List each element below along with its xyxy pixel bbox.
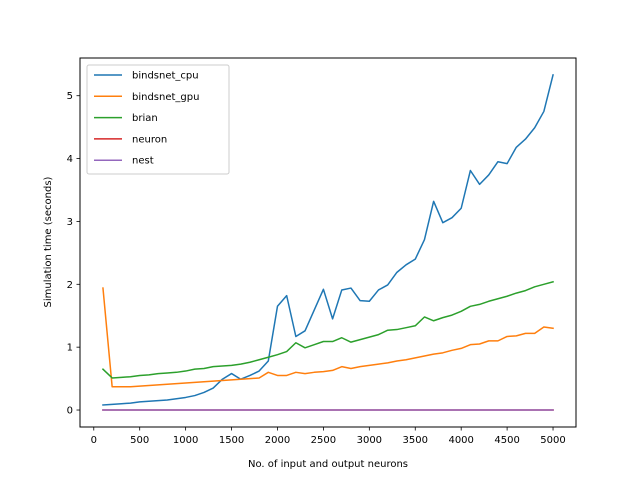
legend-label-brian: brian <box>132 113 158 124</box>
x-tick-label: 500 <box>130 435 149 446</box>
y-tick-label: 0 <box>67 406 73 417</box>
x-tick-label: 4000 <box>448 435 473 446</box>
plot-frame <box>79 57 577 428</box>
legend-box <box>86 64 230 175</box>
x-tick-label: 1500 <box>219 435 244 446</box>
x-tick-label: 3000 <box>357 435 382 446</box>
y-tick-label: 2 <box>67 280 73 291</box>
x-tick-label: 1000 <box>173 435 198 446</box>
x-tick-label: 4500 <box>494 435 519 446</box>
x-tick-label: 2000 <box>265 435 290 446</box>
legend-label-bindsnet-cpu: bindsnet_cpu <box>132 71 199 82</box>
y-tick-label: 1 <box>67 343 73 354</box>
y-tick-label: 4 <box>67 154 73 165</box>
legend-label-bindsnet-gpu: bindsnet_gpu <box>132 92 199 103</box>
x-tick-label: 2500 <box>311 435 336 446</box>
legend-label-nest: nest <box>132 156 154 167</box>
y-axis-label: Simulation time (seconds) <box>43 176 54 307</box>
x-tick-label: 5000 <box>540 435 565 446</box>
y-tick-label: 5 <box>67 91 73 102</box>
series-line-brian <box>101 280 554 379</box>
x-tick-label: 0 <box>91 435 97 446</box>
series-lines <box>101 74 554 411</box>
x-tick-label: 3500 <box>403 435 428 446</box>
legend-label-neuron: neuron <box>132 134 167 145</box>
x-axis-ticks: 0 500 1000 1500 2000 2500 3000 3500 4000 4500 5000 <box>91 427 566 446</box>
y-tick-label: 3 <box>67 217 73 228</box>
y-axis-ticks: 0 1 2 3 4 5 <box>67 91 80 417</box>
x-axis-label: No. of input and output neurons <box>248 459 408 470</box>
series-line-bindsnet-gpu <box>102 287 554 388</box>
series-line-bindsnet-cpu <box>102 74 554 406</box>
